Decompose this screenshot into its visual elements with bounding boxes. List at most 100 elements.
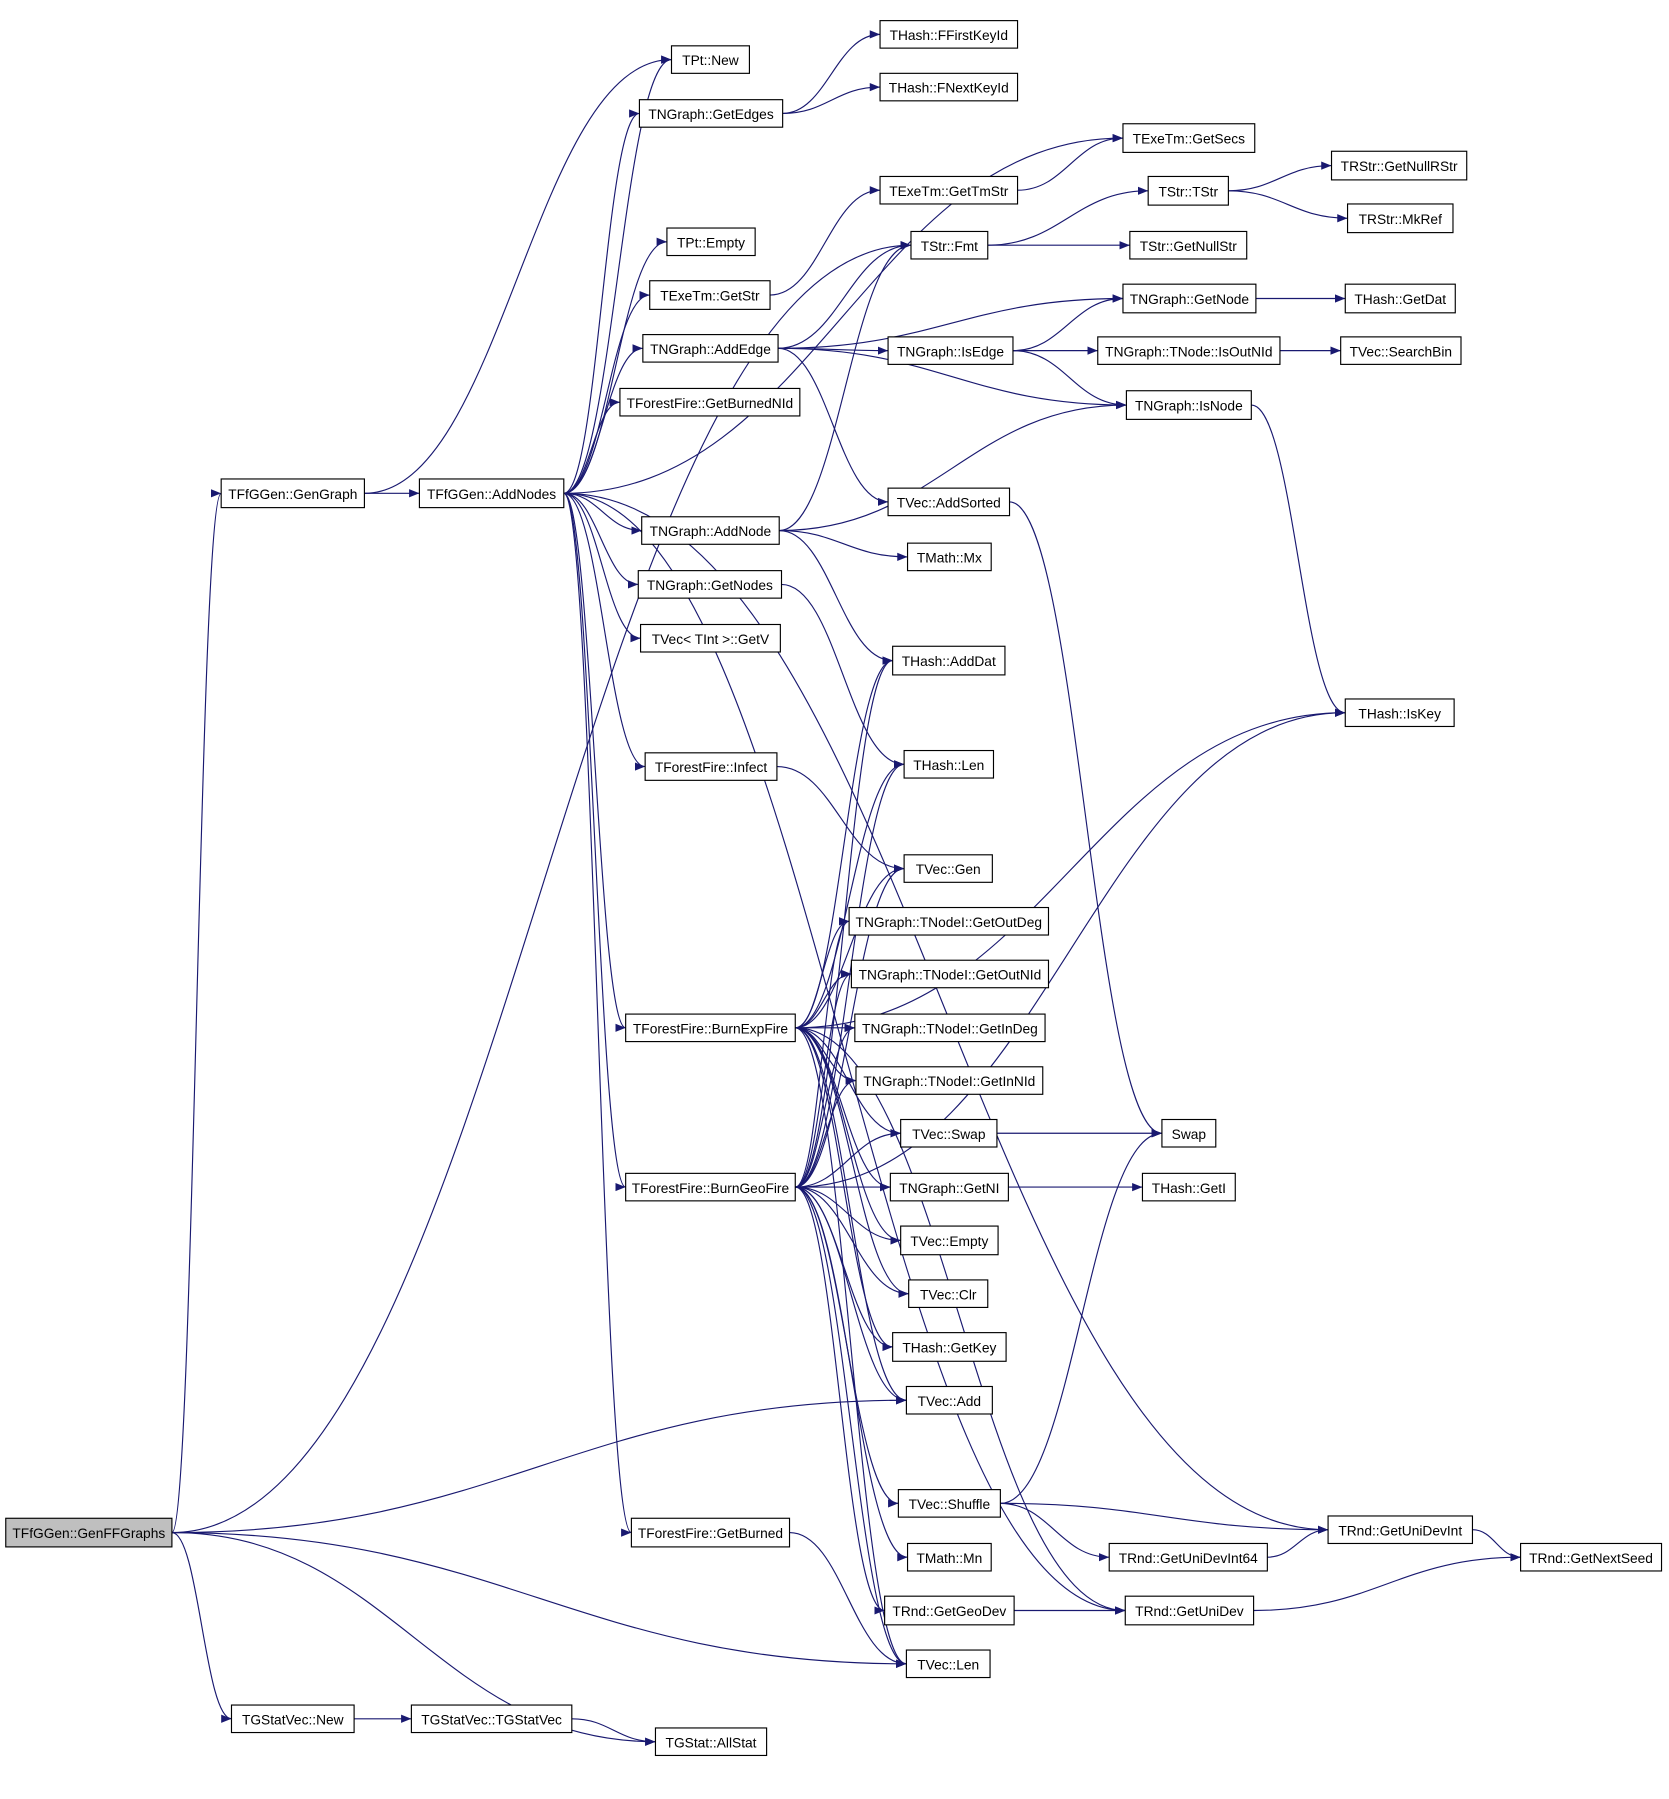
- node-box[interactable]: [1327, 1515, 1474, 1545]
- node-box[interactable]: [897, 1489, 1001, 1518]
- node-box[interactable]: [641, 516, 780, 545]
- node-thash-getkey[interactable]: THash::GetKey: [892, 1332, 1007, 1362]
- node-box[interactable]: [900, 1118, 998, 1148]
- node-thash-fnextkeyid[interactable]: THash::FNextKeyId: [879, 72, 1019, 102]
- node-tngraph-tnodei-getinnid[interactable]: TNGraph::TNodeI::GetInNId: [855, 1066, 1044, 1095]
- node-box[interactable]: [887, 487, 1011, 517]
- node-box[interactable]: [903, 854, 993, 883]
- node-tgstat-allstat[interactable]: TGStat::AllStat: [654, 1727, 768, 1757]
- node-box[interactable]: [884, 1595, 1015, 1626]
- node-box[interactable]: [644, 752, 778, 781]
- node-tffggen-addnodes[interactable]: TFfGGen::AddNodes: [418, 478, 565, 509]
- node-tforestfire-burngeofire[interactable]: TForestFire::BurnGeoFire: [625, 1172, 796, 1202]
- node-box[interactable]: [905, 1649, 991, 1679]
- node-tgstatvec-tgstatvec[interactable]: TGStatVec::TGStatVec: [410, 1704, 573, 1734]
- node-thash-geti[interactable]: THash::GetI: [1141, 1172, 1236, 1202]
- node-tvec-tint-getv[interactable]: TVec< TInt >::GetV: [639, 623, 781, 653]
- node-box[interactable]: [906, 542, 992, 572]
- node-box[interactable]: [903, 749, 995, 779]
- node-tmath-mn[interactable]: TMath::Mn: [906, 1542, 992, 1572]
- node-box[interactable]: [639, 623, 781, 653]
- node-tngraph-isnode[interactable]: TNGraph::IsNode: [1125, 390, 1252, 420]
- node-box[interactable]: [879, 72, 1019, 102]
- node-box[interactable]: [1124, 1595, 1255, 1626]
- node-thash-adddat[interactable]: THash::AddDat: [892, 645, 1006, 676]
- node-thash-iskey[interactable]: THash::IsKey: [1344, 698, 1455, 728]
- node-box[interactable]: [879, 175, 1019, 205]
- node-box[interactable]: [900, 1225, 999, 1256]
- node-box[interactable]: [1344, 283, 1456, 314]
- node-tngraph-tnode-isoutnid[interactable]: TNGraph::TNode::IsOutNId: [1097, 336, 1281, 365]
- node-box[interactable]: [855, 1066, 1044, 1095]
- node-tngraph-tnodei-getindeg[interactable]: TNGraph::TNodeI::GetInDeg: [854, 1013, 1046, 1043]
- node-trnd-getnextseed[interactable]: TRnd::GetNextSeed: [1520, 1542, 1663, 1572]
- node-tngraph-addnode[interactable]: TNGraph::AddNode: [641, 516, 780, 545]
- node-box[interactable]: [1129, 230, 1248, 260]
- node-box[interactable]: [654, 1727, 768, 1757]
- node-texetm-getstr[interactable]: TExeTm::GetStr: [649, 280, 771, 310]
- node-box[interactable]: [850, 959, 1050, 989]
- node-box[interactable]: [910, 230, 989, 260]
- node-tvec-shuffle[interactable]: TVec::Shuffle: [897, 1489, 1001, 1518]
- node-box[interactable]: [1122, 283, 1257, 314]
- node-box[interactable]: [906, 1542, 992, 1572]
- node-tngraph-getnode[interactable]: TNGraph::GetNode: [1122, 283, 1257, 314]
- node-tngraph-getedges[interactable]: TNGraph::GetEdges: [638, 99, 784, 128]
- node-tpt-new[interactable]: TPt::New: [670, 45, 750, 74]
- node-tvec-empty[interactable]: TVec::Empty: [900, 1225, 999, 1256]
- node-box[interactable]: [625, 1172, 796, 1202]
- node-box[interactable]: [892, 1332, 1007, 1362]
- node-tvec-searchbin[interactable]: TVec::SearchBin: [1340, 336, 1462, 365]
- node-box[interactable]: [638, 99, 784, 128]
- node-trnd-getunidevint64[interactable]: TRnd::GetUniDevInt64: [1108, 1542, 1268, 1572]
- node-box[interactable]: [230, 1704, 355, 1734]
- node-box[interactable]: [670, 45, 750, 74]
- node-tngraph-addedge[interactable]: TNGraph::AddEdge: [642, 334, 779, 363]
- node-tstr-getnullstr[interactable]: TStr::GetNullStr: [1129, 230, 1248, 260]
- node-box[interactable]: [666, 227, 756, 257]
- node-box[interactable]: [1125, 390, 1252, 420]
- node-box[interactable]: [892, 645, 1006, 676]
- node-box[interactable]: [879, 20, 1019, 49]
- node-tforestfire-infect[interactable]: TForestFire::Infect: [644, 752, 778, 781]
- node-box[interactable]: [642, 334, 779, 363]
- node-tvec-gen[interactable]: TVec::Gen: [903, 854, 993, 883]
- node-box[interactable]: [1141, 1172, 1236, 1202]
- node-box[interactable]: [1330, 150, 1468, 181]
- node-box[interactable]: [1122, 123, 1256, 153]
- node-tstr-fmt[interactable]: TStr::Fmt: [910, 230, 989, 260]
- node-box[interactable]: [1161, 1118, 1217, 1148]
- node-box[interactable]: [649, 280, 771, 310]
- node-tngraph-tnodei-getoutdeg[interactable]: TNGraph::TNodeI::GetOutDeg: [848, 906, 1050, 936]
- node-box[interactable]: [1520, 1542, 1663, 1572]
- node-trnd-getunidevint[interactable]: TRnd::GetUniDevInt: [1327, 1515, 1474, 1545]
- node-tgstatvec-new[interactable]: TGStatVec::New: [230, 1704, 355, 1734]
- node-box[interactable]: [625, 1013, 796, 1043]
- node-thash-len[interactable]: THash::Len: [903, 749, 995, 779]
- node-tforestfire-getburnednid[interactable]: TForestFire::GetBurnedNId: [619, 387, 801, 417]
- node-thash-ffirstkeyid[interactable]: THash::FFirstKeyId: [879, 20, 1019, 49]
- node-box[interactable]: [619, 387, 801, 417]
- node-box[interactable]: [1340, 336, 1462, 365]
- node-box[interactable]: [1147, 175, 1229, 206]
- node-box[interactable]: [887, 336, 1014, 365]
- node-box[interactable]: [220, 478, 365, 509]
- node-trnd-getgeodev[interactable]: TRnd::GetGeoDev: [884, 1595, 1015, 1626]
- node-trstr-getnullrstr[interactable]: TRStr::GetNullRStr: [1330, 150, 1468, 181]
- node-tngraph-tnodei-getoutnid[interactable]: TNGraph::TNodeI::GetOutNId: [850, 959, 1050, 989]
- node-texetm-gettmstr[interactable]: TExeTm::GetTmStr: [879, 175, 1019, 205]
- node-thash-getdat[interactable]: THash::GetDat: [1344, 283, 1456, 314]
- node-tforestfire-burnexpfire[interactable]: TForestFire::BurnExpFire: [625, 1013, 796, 1043]
- node-tngraph-getni[interactable]: TNGraph::GetNI: [889, 1172, 1009, 1202]
- node-box[interactable]: [848, 906, 1050, 936]
- node-box[interactable]: [637, 570, 783, 599]
- node-box[interactable]: [410, 1704, 573, 1734]
- node-box[interactable]: [5, 1517, 173, 1548]
- node-box[interactable]: [630, 1517, 791, 1548]
- node-tvec-len[interactable]: TVec::Len: [905, 1649, 991, 1679]
- node-box[interactable]: [1097, 336, 1281, 365]
- node-texetm-getsecs[interactable]: TExeTm::GetSecs: [1122, 123, 1256, 153]
- node-box[interactable]: [418, 478, 565, 509]
- node-box[interactable]: [1346, 203, 1454, 234]
- node-box[interactable]: [854, 1013, 1046, 1043]
